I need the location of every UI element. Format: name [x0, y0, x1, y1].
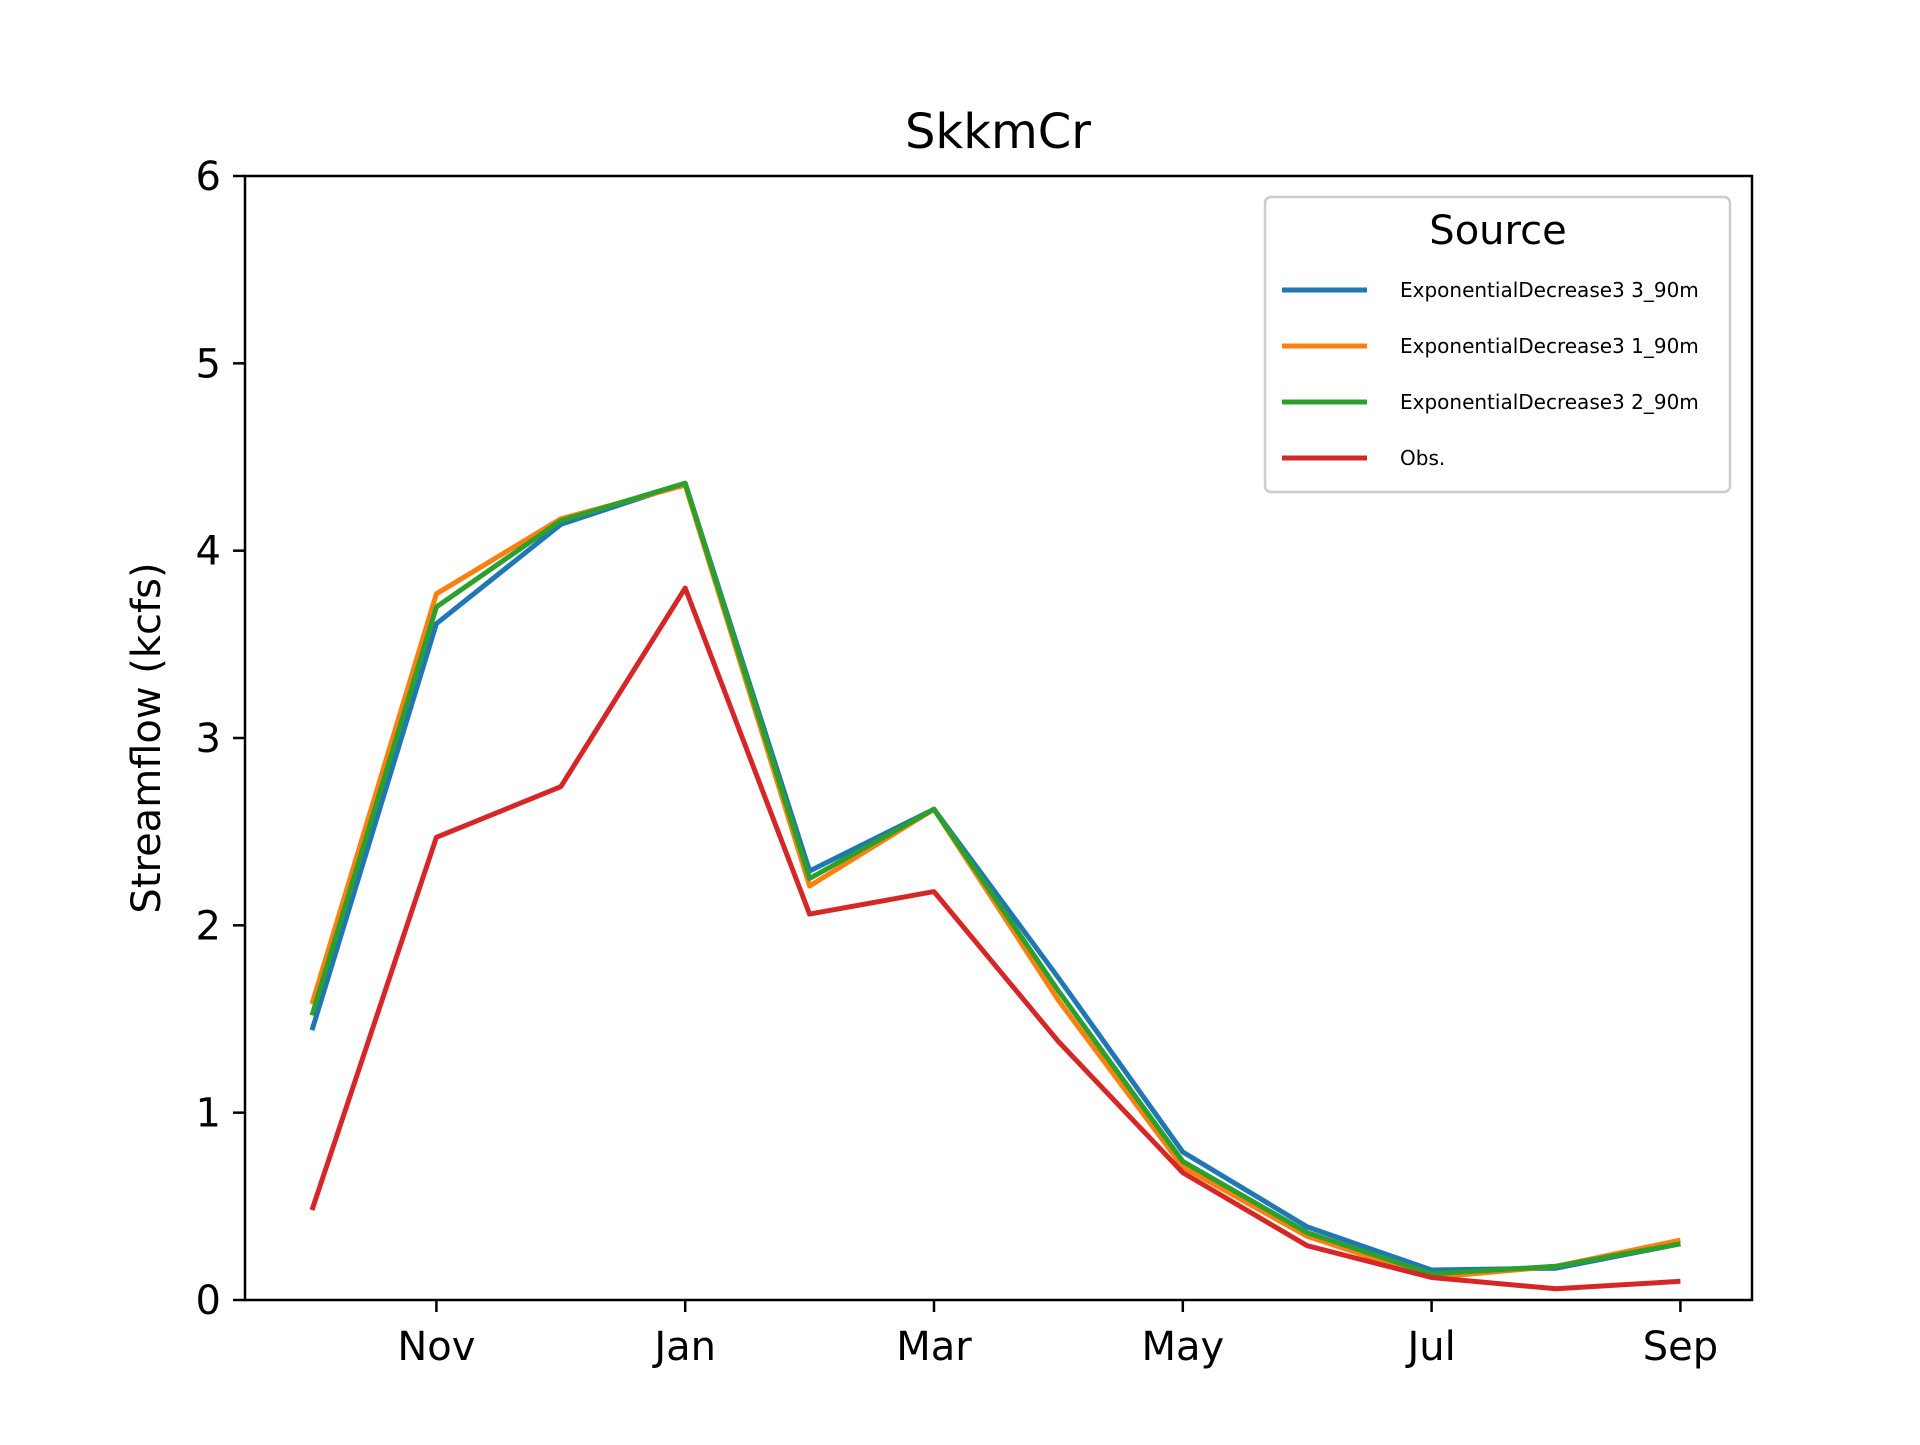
- legend-entries: ExponentialDecrease3 3_90m ExponentialDec…: [1282, 278, 1699, 470]
- x-tick-label: Nov: [397, 1324, 475, 1370]
- series-line-1: [309, 482, 1681, 1280]
- y-tick-label: 1: [196, 1091, 221, 1137]
- x-tick-label: Sep: [1643, 1324, 1718, 1370]
- x-tick-label: Mar: [896, 1324, 972, 1370]
- legend-label: ExponentialDecrease3 1_90m: [1400, 334, 1699, 358]
- y-tick-label: 2: [196, 903, 221, 949]
- legend-label: Obs.: [1400, 446, 1445, 470]
- y-axis: 0 1 2 3 4 5 6: [196, 154, 245, 1324]
- legend-label: ExponentialDecrease3 3_90m: [1400, 278, 1699, 302]
- y-tick-label: 0: [196, 1278, 221, 1324]
- y-tick-label: 6: [196, 154, 221, 200]
- series-line-2: [309, 480, 1681, 1277]
- series-line-0: [309, 480, 1681, 1273]
- x-tick-label: Jan: [651, 1324, 716, 1370]
- chart-title: SkkmCr: [905, 104, 1091, 160]
- x-axis: Nov Jan Mar May Jul Sep: [397, 1300, 1718, 1370]
- y-tick-label: 5: [196, 341, 221, 387]
- legend-box: [1263, 195, 1732, 494]
- legend-label: ExponentialDecrease3 2_90m: [1400, 390, 1699, 414]
- y-tick-label: 4: [196, 529, 221, 575]
- x-tick-label: Jul: [1404, 1324, 1455, 1370]
- series-layer: [309, 480, 1681, 1292]
- y-tick-label: 3: [196, 716, 221, 762]
- series-line-3: [309, 585, 1681, 1292]
- y-axis-label: Streamflow (kcfs): [124, 562, 170, 913]
- legend-title: Source: [1429, 208, 1566, 254]
- x-tick-label: May: [1141, 1324, 1224, 1370]
- legend: Source ExponentialDecrease3 3_90mExponen…: [1263, 195, 1732, 494]
